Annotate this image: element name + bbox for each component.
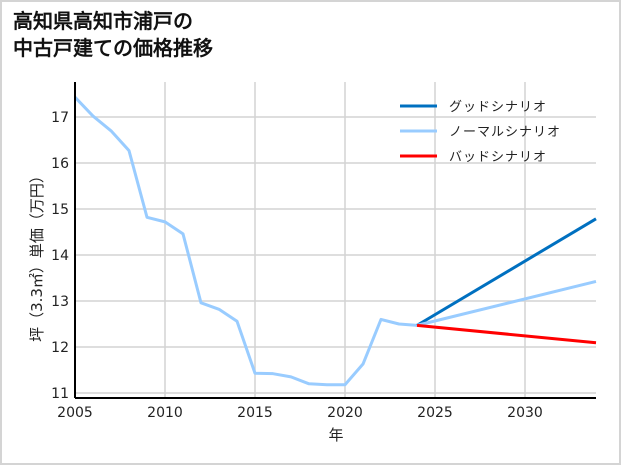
legend-item-bad: バッドシナリオ	[400, 150, 547, 165]
y-tick-label: 14	[51, 248, 69, 264]
grid-lines	[75, 82, 596, 398]
x-tick-label: 2015	[237, 405, 273, 421]
historical-price-line	[73, 96, 418, 387]
title-line-1: 高知県高知市浦戸の	[13, 9, 193, 33]
normal-scenario-line	[416, 280, 597, 327]
tick-labels: 11 12 13 14 15 16 17 2005 2010 2015 2020 2025 2030	[51, 110, 543, 421]
x-tick-label: 2030	[507, 405, 543, 421]
y-tick-label: 15	[51, 202, 69, 218]
legend-item-good: グッドシナリオ	[400, 100, 547, 115]
chart-title: 高知県高知市浦戸の 中古戸建ての価格推移	[13, 8, 213, 62]
x-axis-label: 年	[328, 426, 343, 444]
data-lines	[73, 96, 597, 387]
y-tick-label: 11	[51, 386, 69, 402]
legend-label: グッドシナリオ	[449, 100, 547, 115]
y-tick-label: 16	[51, 156, 69, 172]
y-axis-label: 坪（3.3㎡）単価（万円）	[28, 168, 46, 342]
axes	[74, 82, 596, 399]
y-tick-label: 13	[51, 294, 69, 310]
legend-label: バッドシナリオ	[449, 150, 547, 165]
x-tick-label: 2020	[327, 405, 363, 421]
y-tick-label: 17	[51, 110, 69, 126]
x-tick-label: 2025	[417, 405, 453, 421]
title-line-2: 中古戸建ての価格推移	[13, 36, 213, 60]
legend-item-normal: ノーマルシナリオ	[400, 125, 561, 140]
good-scenario-line	[416, 217, 597, 327]
y-tick-label: 12	[51, 340, 69, 356]
bad-scenario-line	[416, 323, 597, 345]
legend-label: ノーマルシナリオ	[449, 125, 561, 140]
x-tick-label: 2010	[147, 405, 183, 421]
x-tick-label: 2005	[57, 405, 93, 421]
